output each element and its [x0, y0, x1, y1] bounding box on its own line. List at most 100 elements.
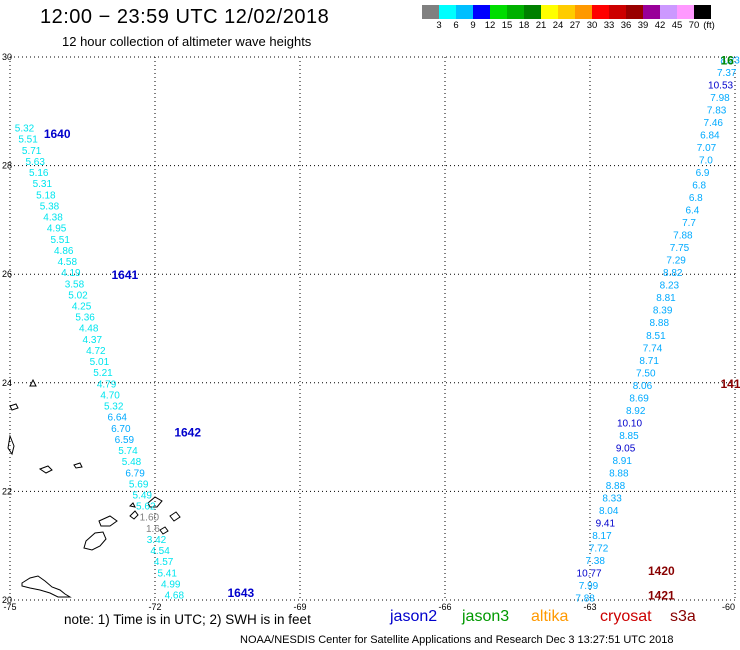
wave-height-value: 4.95 — [47, 224, 67, 235]
y-tick-label: 28 — [2, 161, 12, 171]
wave-height-value: 4.19 — [61, 268, 81, 279]
wave-height-value: 7.29 — [666, 256, 686, 267]
wave-height-value: 7.74 — [643, 343, 663, 354]
scale-swatch — [575, 5, 592, 19]
wave-height-value: 8.81 — [656, 293, 676, 304]
coastline-island-8 — [9, 403, 19, 411]
wave-height-value: 7.50 — [636, 368, 656, 379]
wave-height-value: 5.51 — [18, 135, 38, 146]
wave-height-value: 7.72 — [589, 543, 609, 554]
wave-height-value: 4.79 — [97, 379, 117, 390]
wave-height-value: 5.01 — [90, 357, 110, 368]
scale-swatch — [524, 5, 541, 19]
scale-swatch — [643, 5, 660, 19]
scale-swatch — [694, 5, 711, 19]
wave-height-value: 8.17 — [592, 531, 612, 542]
track-east: 8.237.3710.537.987.837.466.847.077.06.96… — [575, 56, 740, 605]
wave-height-value: 8.23 — [660, 281, 680, 292]
scale-label: 36 — [620, 20, 632, 31]
wave-height-value: 5.31 — [33, 179, 53, 190]
wave-height-value: 5.69 — [129, 479, 149, 490]
wave-height-value: 5.36 — [75, 313, 95, 324]
scale-swatch — [456, 5, 473, 19]
y-tick-label: 30 — [2, 52, 12, 62]
wave-height-value: 8.85 — [619, 431, 639, 442]
track-west: 5.325.515.715.635.165.315.185.384.384.95… — [15, 124, 185, 602]
wave-height-value: 5.74 — [118, 446, 138, 457]
scale-label: 3 — [436, 20, 442, 31]
pass-number-label: 1643 — [228, 586, 255, 600]
wave-height-value: 8.88 — [606, 481, 626, 492]
scale-label: 33 — [603, 20, 615, 31]
wave-height-value: 8.23 — [720, 56, 740, 67]
x-tick-label: -72 — [148, 602, 161, 612]
wave-height-value: 6.8 — [689, 193, 703, 204]
wave-height-value: 5.32 — [104, 402, 124, 413]
coastline-island-9 — [29, 378, 37, 387]
scale-label: 70 — [688, 20, 700, 31]
coastline-hispaniola — [83, 531, 107, 551]
wave-height-value: 6.59 — [115, 435, 135, 446]
pass-labels: 1640 1641 1642 1643 16 141 1420 1421 — [44, 54, 740, 603]
scale-swatch — [558, 5, 575, 19]
scale-label: 45 — [671, 20, 683, 31]
wave-height-value: 5.38 — [40, 201, 60, 212]
scale-swatch — [609, 5, 626, 19]
scale-label: 12 — [484, 20, 496, 31]
scale-swatch — [541, 5, 558, 19]
wave-height-value: 8.91 — [612, 456, 632, 467]
pass-number-label: 1641 — [112, 268, 139, 282]
wave-height-value: 10.77 — [577, 568, 602, 579]
coastline-cuba — [21, 575, 72, 598]
wave-height-value: 6.9 — [696, 168, 710, 179]
scale-label: 27 — [569, 20, 581, 31]
scale-label: 39 — [637, 20, 649, 31]
grid-lines — [9, 56, 736, 601]
wave-height-value: 7.46 — [704, 118, 724, 129]
scale-swatch — [473, 5, 490, 19]
wave-height-value: 7.88 — [575, 593, 595, 604]
y-tick-label: 26 — [2, 269, 12, 279]
pass-number-label: 1640 — [44, 127, 71, 141]
wave-height-value: 4.99 — [161, 579, 181, 590]
scale-label: 15 — [501, 20, 513, 31]
wave-height-value: 5.51 — [50, 235, 70, 246]
footer-credit: NOAA/NESDIS Center for Satellite Applica… — [240, 634, 674, 646]
wave-height-value: 5.41 — [157, 568, 177, 579]
scale-swatch — [660, 5, 677, 19]
wave-height-value: 10.53 — [708, 81, 733, 92]
wave-height-value: 6.8 — [692, 181, 706, 192]
page-subtitle: 12 hour collection of altimeter wave hei… — [62, 34, 312, 49]
wave-height-value: 8.51 — [646, 331, 666, 342]
wave-height-value: 5.63 — [25, 157, 45, 168]
wave-height-value: 4.25 — [72, 301, 92, 312]
wave-height-value: 9.05 — [616, 443, 636, 454]
wave-height-value: 5.02 — [68, 290, 88, 301]
wave-height-value: 7.37 — [717, 68, 737, 79]
scale-swatch — [439, 5, 456, 19]
scale-label: 6 — [453, 20, 459, 31]
coastline-island-4 — [169, 511, 181, 522]
scale-swatch — [592, 5, 609, 19]
coastline-island-2 — [129, 510, 139, 520]
color-scale-bar — [422, 5, 711, 19]
wave-height-value: 7.0 — [699, 156, 713, 167]
wave-height-value: 4.70 — [100, 390, 120, 401]
x-tick-label: -60 — [722, 602, 735, 612]
page-title: 12:00 − 23:59 UTC 12/02/2018 — [40, 6, 330, 28]
wave-height-value: 4.58 — [58, 257, 78, 268]
wave-height-value: 5.21 — [93, 368, 113, 379]
wave-height-value: 7.75 — [670, 243, 690, 254]
wave-height-value: 8.39 — [653, 306, 673, 317]
wave-height-value: 8.71 — [639, 356, 659, 367]
wave-height-value: 1.60 — [140, 513, 160, 524]
coastline-island-11 — [128, 502, 136, 508]
coastline — [7, 378, 181, 598]
coastline-island-7 — [7, 434, 15, 456]
wave-height-value: 8.33 — [602, 493, 622, 504]
scale-label: 30 — [586, 20, 598, 31]
wave-height-value: 6.84 — [700, 131, 720, 142]
wave-height-value: 4.72 — [86, 346, 106, 357]
wave-height-value: 8.06 — [633, 381, 653, 392]
wave-height-value: 5.62 — [136, 502, 156, 513]
